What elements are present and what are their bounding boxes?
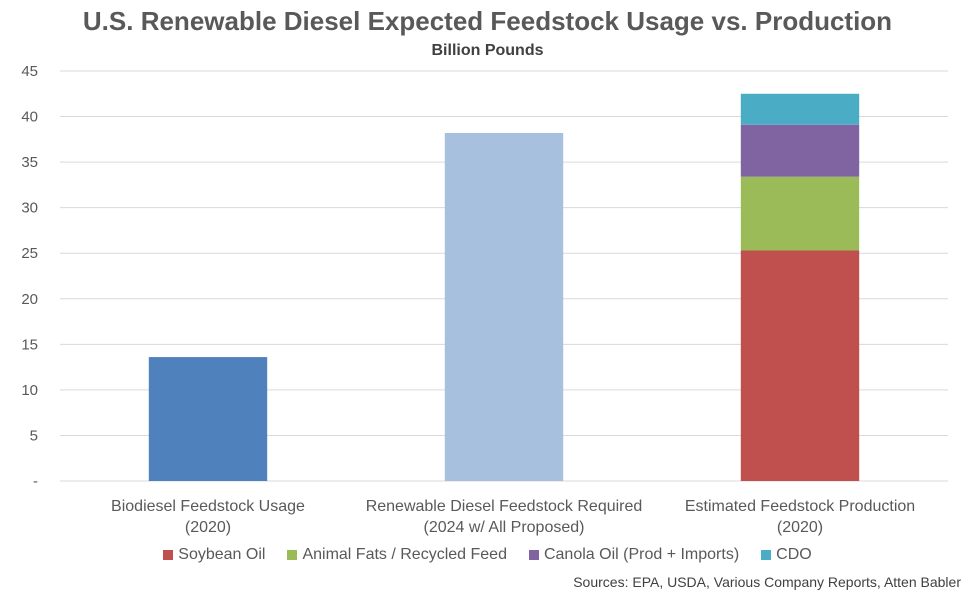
source-note: Sources: EPA, USDA, Various Company Repo… <box>573 574 961 590</box>
legend-item: Soybean Oil <box>163 546 265 564</box>
legend-swatch <box>528 550 539 560</box>
y-tick-label: 45 <box>21 63 38 80</box>
y-tick-label: 5 <box>30 427 38 444</box>
y-tick-label: - <box>33 473 38 490</box>
x-category-label: Estimated Feedstock Production <box>685 498 915 515</box>
legend-item: Canola Oil (Prod + Imports) <box>528 546 740 564</box>
bar <box>148 357 268 481</box>
bar-segment <box>740 250 860 481</box>
chart-title: U.S. Renewable Diesel Expected Feedstock… <box>82 6 893 36</box>
y-tick-label: 40 <box>21 109 38 126</box>
y-tick-label: 15 <box>21 336 38 353</box>
legend-label: Canola Oil (Prod + Imports) <box>543 546 740 563</box>
legend-label: Soybean Oil <box>178 546 266 563</box>
legend-label: Animal Fats / Recycled Feed <box>302 546 507 563</box>
chart-subtitle: Billion Pounds <box>431 42 544 59</box>
y-tick-label: 30 <box>21 200 38 217</box>
x-category-label: Renewable Diesel Feedstock Required <box>366 498 643 515</box>
x-category-label: (2020) <box>777 519 823 536</box>
legend-swatch <box>761 550 772 560</box>
x-category-label: (2020) <box>185 519 231 536</box>
x-category-label: Biodiesel Feedstock Usage <box>111 498 305 515</box>
x-category-label: (2024 w/ All Proposed) <box>424 519 585 536</box>
legend-item: CDO <box>761 546 812 564</box>
y-tick-label: 20 <box>21 291 38 308</box>
y-tick-label: 10 <box>21 382 38 399</box>
bar <box>444 132 564 481</box>
y-tick-label: 25 <box>21 245 38 262</box>
legend-label: CDO <box>776 546 812 563</box>
legend-item: Animal Fats / Recycled Feed <box>287 546 507 564</box>
bar-segment <box>740 124 860 177</box>
bar-segment <box>740 93 860 125</box>
chart-legend: Soybean Oil Animal Fats / Recycled Feed Ca… <box>0 546 975 564</box>
y-tick-label: 35 <box>21 154 38 171</box>
bar-segment <box>740 176 860 251</box>
legend-swatch <box>287 550 298 560</box>
legend-swatch <box>163 550 174 560</box>
